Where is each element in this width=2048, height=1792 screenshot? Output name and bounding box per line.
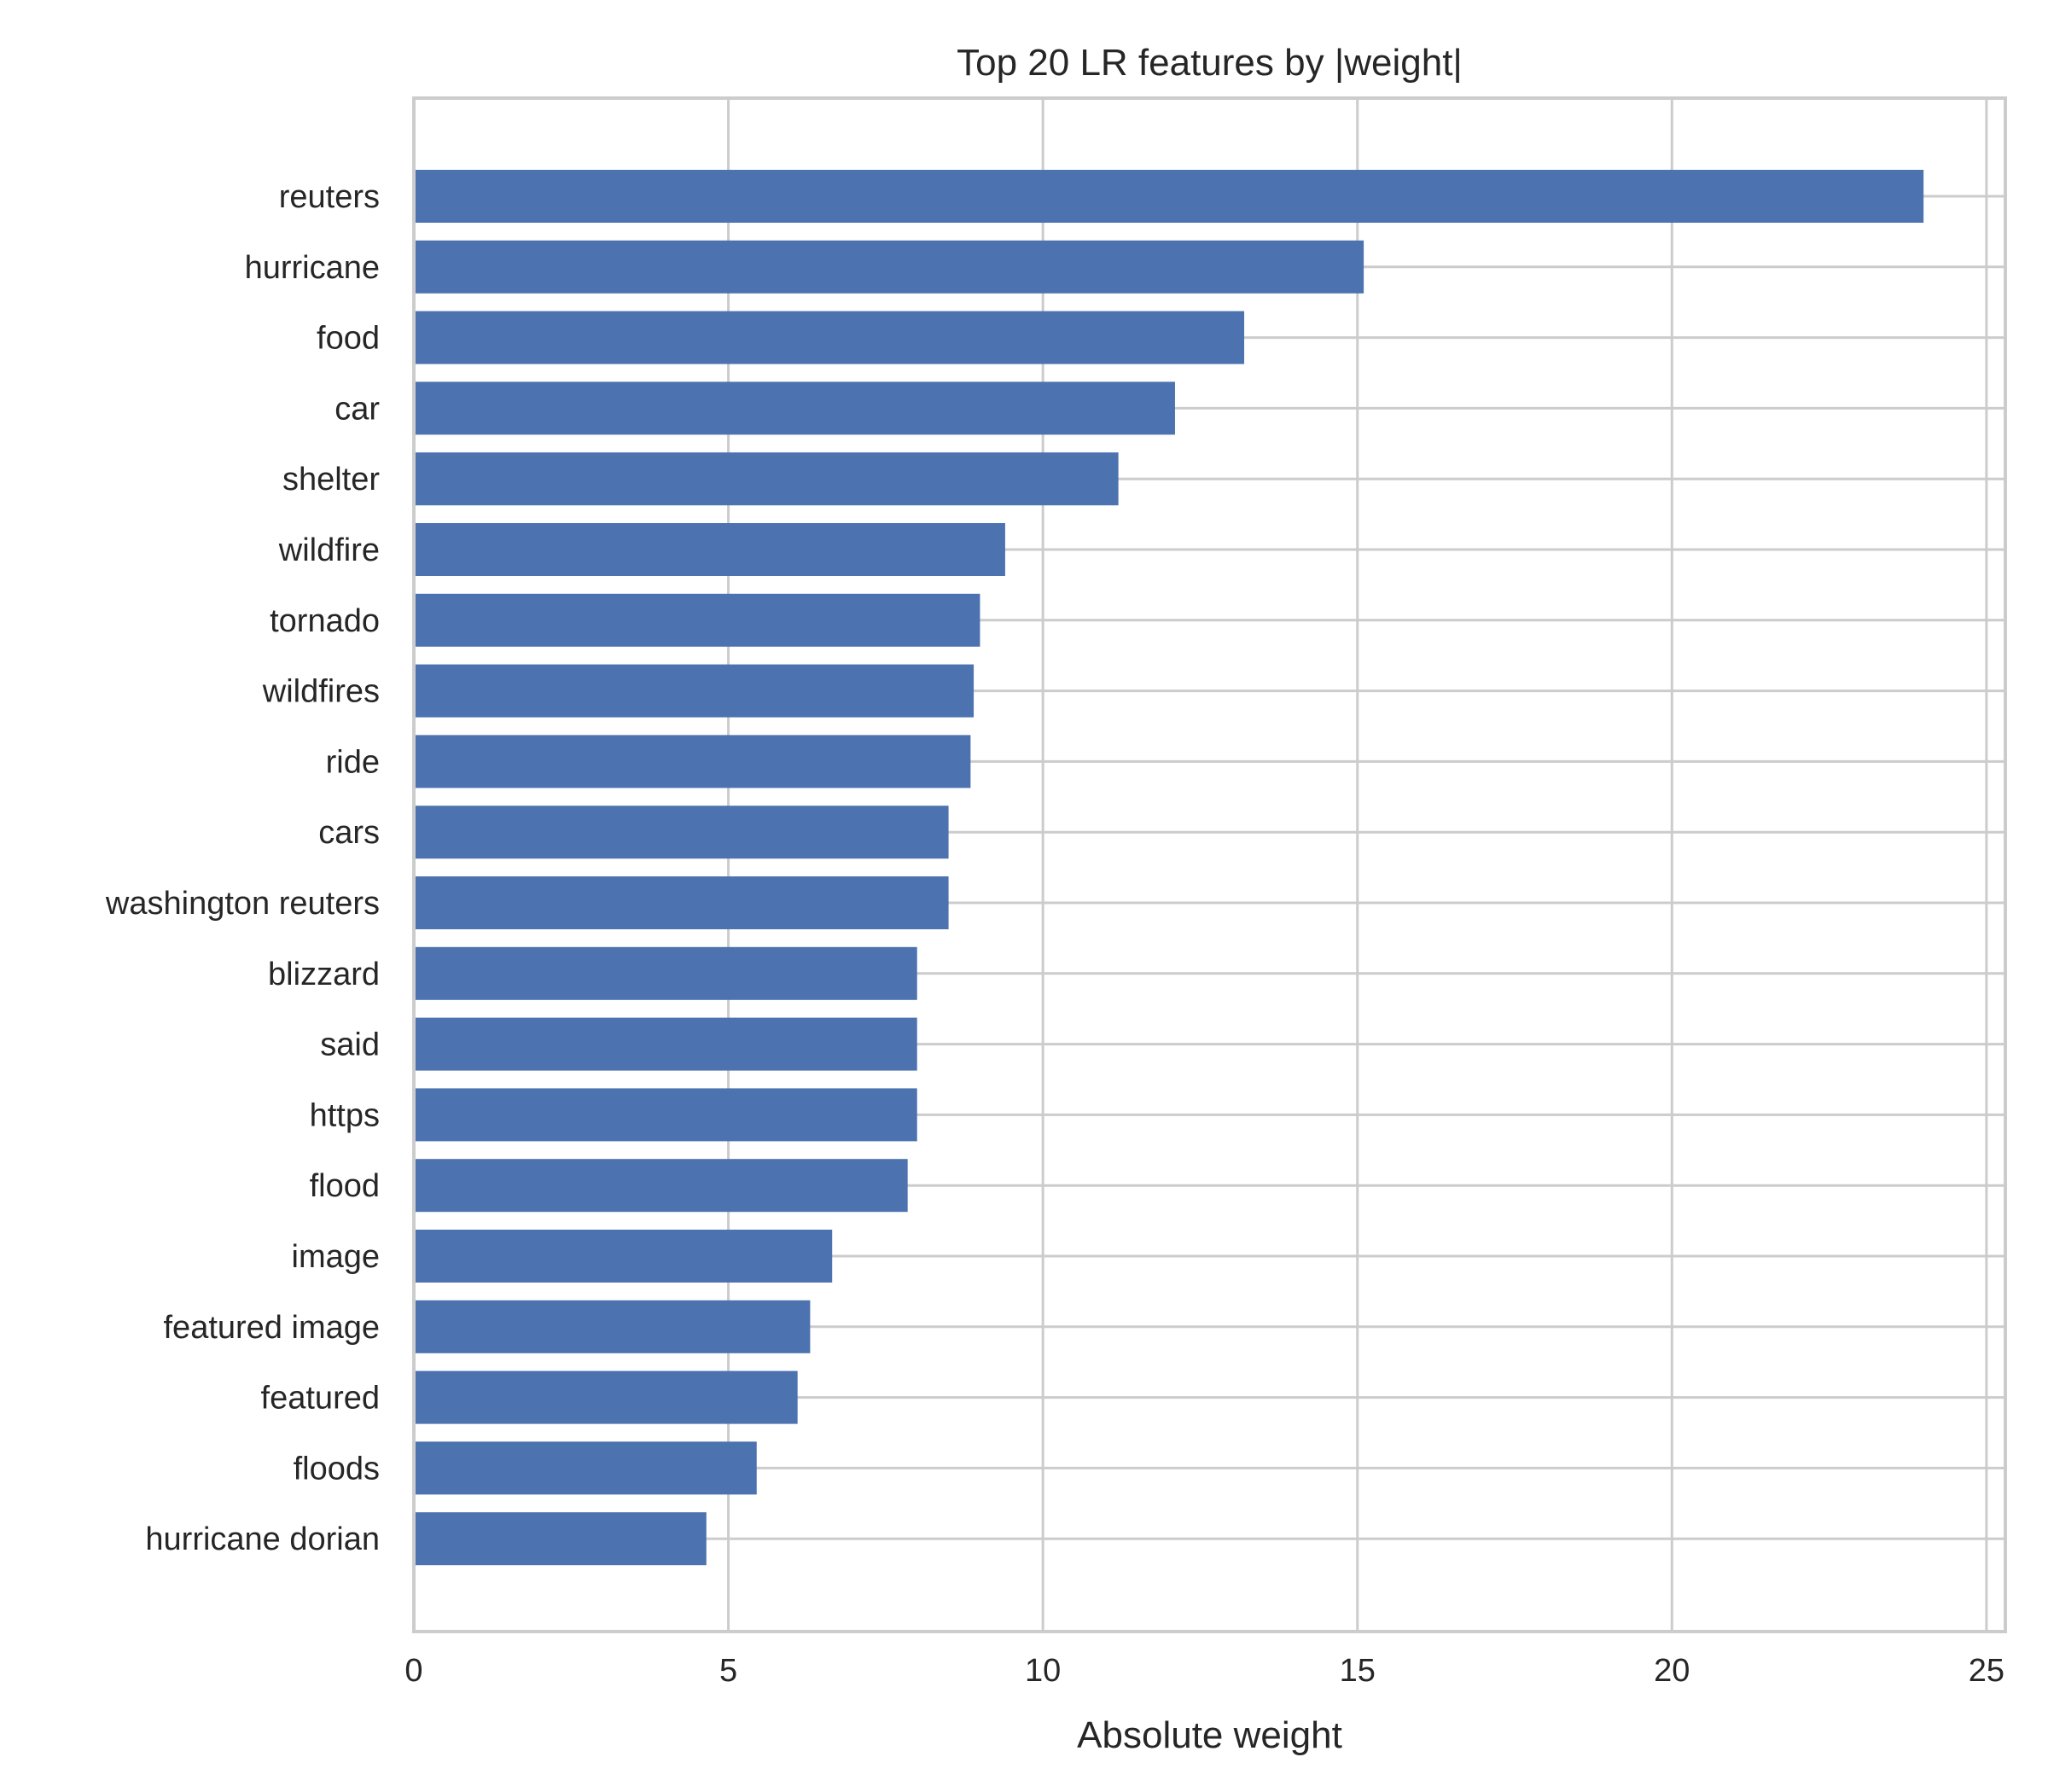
bar-blizzard [414,946,917,1000]
y-tick-label: washington reuters [105,886,380,922]
x-tick-label: 15 [1340,1653,1376,1689]
y-tick-label: tornado [270,603,380,639]
bar-shelter [414,452,1119,506]
y-tick-label: car [335,391,380,427]
bar-tornado [414,593,980,647]
bar-wildfire [414,523,1005,576]
y-tick-label: hurricane dorian [145,1521,380,1557]
bar-hurricane [414,240,1364,294]
bar-featured-image [414,1300,811,1353]
y-tick-label: ride [326,744,380,780]
x-tick-label: 5 [719,1653,737,1689]
bar-wildfires [414,664,975,718]
x-axis-label: Absolute weight [1077,1714,1342,1756]
bar-food [414,311,1245,364]
x-tick-label: 10 [1025,1653,1061,1689]
bar-https [414,1088,917,1142]
bar-said [414,1017,917,1071]
plot-frame [412,96,2007,1633]
y-tick-label: featured [261,1381,380,1417]
bar-cars [414,806,949,859]
bar-hurricane-dorian [414,1512,707,1566]
bar-car [414,381,1175,435]
y-tick-label: reuters [279,179,380,215]
bar-floods [414,1441,757,1495]
x-tick-label: 25 [1969,1653,2004,1689]
y-tick-label: hurricane [245,250,380,286]
y-tick-label: featured image [164,1310,381,1346]
y-tick-label: said [320,1027,380,1063]
bar-ride [414,735,971,788]
x-tick-labels: 0 5 10 15 20 25 [404,1653,2004,1689]
bar-image [414,1230,833,1283]
y-tick-label: wildfires [262,674,380,710]
y-tick-label: shelter [282,462,380,497]
y-tick-label: blizzard [268,957,380,992]
y-tick-labels: reuters hurricane food car shelter wildfire to… [105,179,380,1557]
y-tick-label: cars [318,815,380,851]
bar-reuters [414,170,1924,223]
y-tick-label: flood [310,1168,380,1204]
chart-title: Top 20 LR features by |weight| [957,42,1463,84]
y-tick-label: wildfire [278,532,380,568]
bar-washington-reuters [414,876,949,929]
y-tick-label: image [292,1239,381,1275]
y-tick-label: https [310,1097,380,1133]
y-tick-label: floods [294,1451,380,1487]
bar-featured [414,1370,798,1424]
bars [414,170,1924,1566]
y-tick-label: food [317,321,380,357]
x-tick-label: 0 [404,1653,422,1689]
bar-flood [414,1159,908,1213]
x-tick-label: 20 [1654,1653,1690,1689]
